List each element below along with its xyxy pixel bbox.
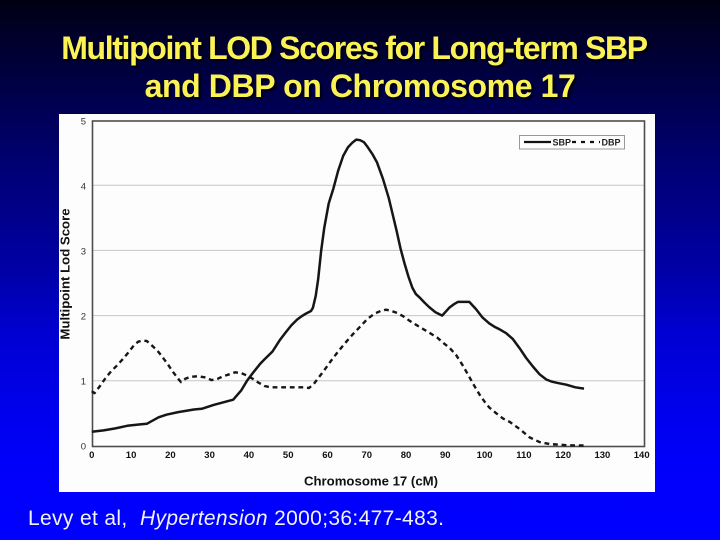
svg-text:110: 110 xyxy=(516,450,531,461)
svg-text:100: 100 xyxy=(477,450,493,461)
svg-text:0: 0 xyxy=(81,442,86,453)
svg-text:20: 20 xyxy=(165,450,176,461)
svg-text:90: 90 xyxy=(440,450,451,461)
svg-text:140: 140 xyxy=(634,450,650,461)
svg-text:DBP: DBP xyxy=(602,138,621,148)
svg-text:Chromosome 17 (cM): Chromosome 17 (cM) xyxy=(304,474,438,489)
svg-text:60: 60 xyxy=(322,450,333,461)
svg-text:5: 5 xyxy=(81,117,86,128)
svg-text:70: 70 xyxy=(362,450,373,461)
svg-text:0: 0 xyxy=(89,450,94,461)
svg-text:SBP: SBP xyxy=(553,138,572,148)
svg-text:Multipoint Lod Score: Multipoint Lod Score xyxy=(59,208,73,339)
svg-text:30: 30 xyxy=(204,450,215,461)
svg-text:40: 40 xyxy=(244,450,255,461)
svg-text:120: 120 xyxy=(555,450,571,461)
svg-text:3: 3 xyxy=(81,247,86,258)
svg-text:130: 130 xyxy=(594,450,610,461)
svg-text:1: 1 xyxy=(81,377,86,388)
svg-text:4: 4 xyxy=(81,182,86,193)
svg-text:2: 2 xyxy=(81,312,86,323)
svg-text:10: 10 xyxy=(126,450,137,461)
svg-text:80: 80 xyxy=(401,450,412,461)
svg-text:50: 50 xyxy=(283,450,294,461)
